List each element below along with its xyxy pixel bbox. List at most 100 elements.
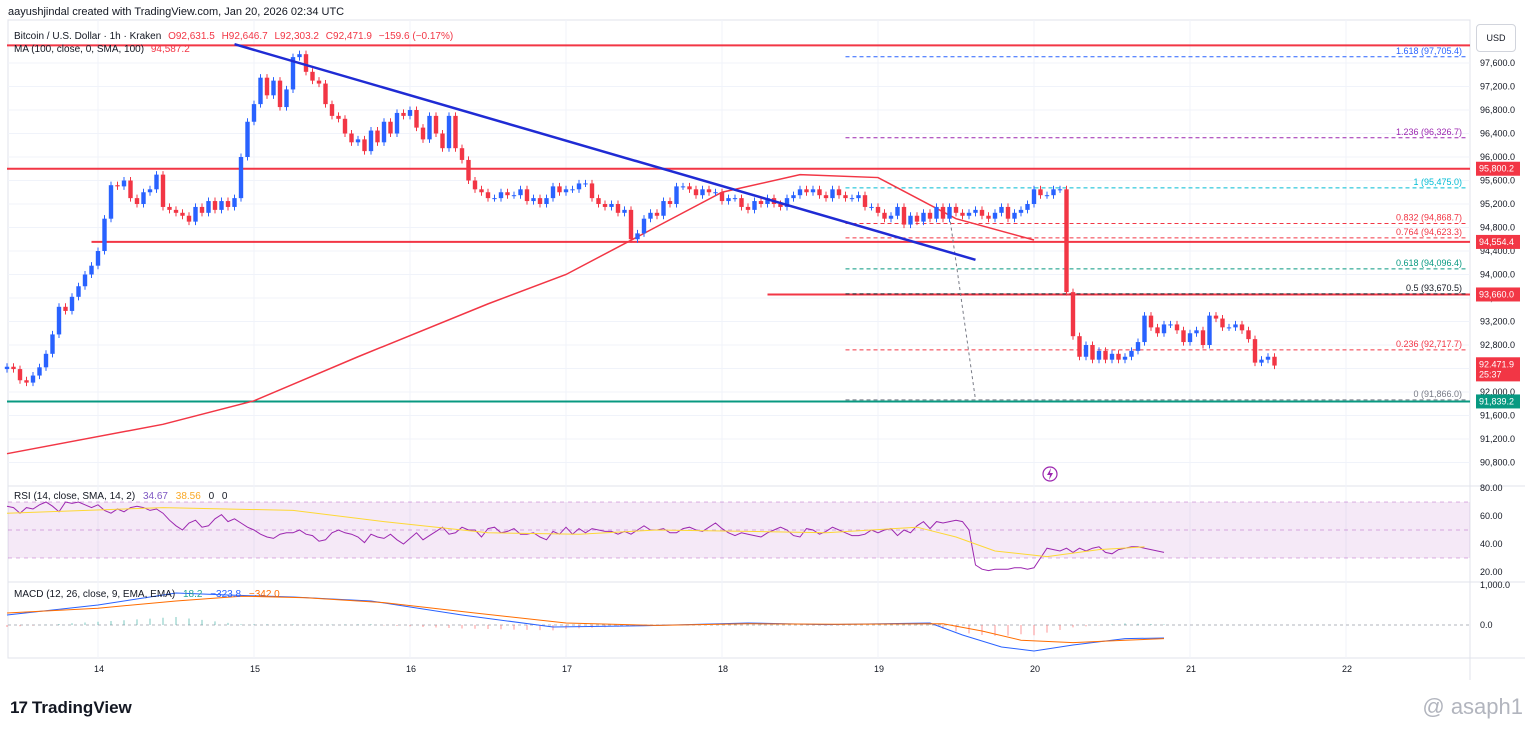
price-label-box: [1476, 394, 1520, 409]
candle: [180, 212, 185, 216]
ohlc-change: −159.6 (−0.17%): [378, 31, 454, 42]
candle: [1246, 330, 1251, 340]
candle: [934, 206, 939, 219]
rsi-tick-label: 20.00: [1480, 567, 1503, 577]
candle: [875, 206, 881, 213]
candle: [823, 195, 829, 199]
candle: [524, 189, 530, 202]
candle: [1155, 327, 1160, 334]
tradingview-logo[interactable]: 17 TradingView: [10, 698, 132, 717]
candle: [1018, 209, 1024, 213]
candle: [518, 189, 523, 196]
rsi-band: [8, 502, 1470, 558]
candle: [1265, 356, 1271, 360]
ohlc-close: C92,471.9: [325, 31, 372, 42]
price-tick-label: 96,400.0: [1480, 129, 1515, 139]
candle: [687, 186, 692, 190]
candle: [466, 159, 471, 181]
candle: [251, 104, 257, 122]
candle: [95, 251, 101, 266]
candle: [706, 189, 712, 193]
candle: [427, 115, 432, 140]
candle: [641, 218, 647, 234]
candle: [557, 186, 562, 193]
candle: [232, 198, 237, 207]
time-tick-label: 16: [406, 664, 416, 674]
candle: [973, 209, 978, 213]
candle: [69, 296, 75, 311]
candle: [966, 212, 972, 216]
price-label: 95,800.2: [1479, 164, 1514, 174]
candle: [264, 77, 270, 96]
candle: [596, 198, 601, 204]
candle: [862, 195, 868, 207]
candle: [654, 212, 660, 216]
macd-label[interactable]: MACD (12, 26, close, 9, EMA, EMA): [14, 589, 176, 600]
candle: [1239, 324, 1245, 331]
candle: [186, 215, 192, 222]
rsi-tick-label: 80.00: [1480, 483, 1503, 493]
candle: [225, 201, 231, 207]
candle: [914, 215, 920, 222]
macd-legend: MACD (12, 26, close, 9, EMA, EMA) 18.2 −…: [14, 589, 285, 600]
rsi-tick-label: 40.00: [1480, 539, 1503, 549]
candle: [752, 201, 757, 210]
candle: [284, 89, 289, 108]
candle: [1252, 339, 1258, 363]
candle: [661, 201, 666, 216]
candle: [193, 206, 198, 222]
candle: [836, 189, 842, 196]
ma-value: 94,587.2: [150, 44, 190, 55]
candle: [1272, 356, 1277, 366]
price-tick-label: 94,400.0: [1480, 246, 1515, 256]
candle: [134, 198, 140, 204]
candle: [921, 212, 926, 222]
candle: [869, 206, 874, 208]
candle: [804, 189, 809, 193]
candle: [1109, 353, 1115, 360]
price-label: 92,471.9: [1479, 359, 1514, 369]
candle: [1187, 333, 1193, 343]
candle: [953, 206, 959, 213]
price-tick-label: 96,800.0: [1480, 105, 1515, 115]
price-tick-label: 92,000.0: [1480, 387, 1515, 397]
candle: [791, 195, 796, 199]
ohlc-high: H92,646.7: [221, 31, 268, 42]
candle: [323, 83, 328, 105]
symbol-name[interactable]: Bitcoin / U.S. Dollar · 1h · Kraken: [14, 31, 162, 42]
candle: [693, 189, 699, 196]
candle: [11, 366, 16, 370]
candle: [1259, 359, 1264, 363]
currency-button[interactable]: USD: [1476, 24, 1516, 52]
price-tick-label: 96,000.0: [1480, 152, 1515, 162]
candle: [453, 115, 458, 149]
candle: [960, 212, 965, 216]
candle: [1096, 350, 1102, 360]
candle: [30, 375, 36, 383]
macd-hist-value: 18.2: [182, 589, 203, 600]
candle: [719, 192, 725, 202]
candle: [583, 183, 588, 185]
candle: [908, 215, 913, 225]
price-label-box: [1476, 161, 1520, 176]
candle: [492, 198, 497, 200]
candle: [1090, 345, 1095, 360]
ma-label[interactable]: MA (100, close, 0, SMA, 100): [14, 44, 145, 55]
candle: [271, 80, 276, 96]
candle: [362, 139, 367, 152]
candle: [732, 198, 738, 200]
candle: [979, 209, 985, 216]
price-label: 91,839.2: [1479, 396, 1514, 406]
rsi-value-4: 0: [221, 491, 228, 502]
candle: [505, 192, 510, 196]
candle: [102, 218, 107, 251]
candle: [1129, 350, 1134, 357]
candle: [726, 198, 731, 202]
candle: [173, 209, 179, 213]
time-tick-label: 14: [94, 664, 104, 674]
rsi-label[interactable]: RSI (14, close, SMA, 14, 2): [14, 491, 136, 502]
candle: [76, 286, 81, 297]
price-tick-label: 91,200.0: [1480, 434, 1515, 444]
candle: [342, 118, 348, 134]
